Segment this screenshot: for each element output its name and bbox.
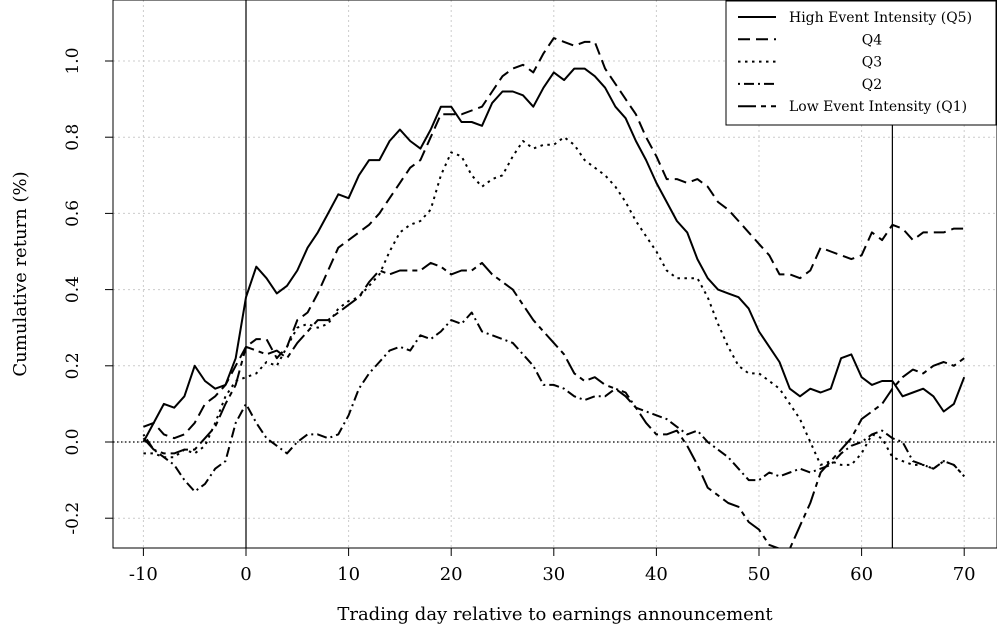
y-tick-label: -0.2 <box>63 502 83 535</box>
x-axis: -10 0 10 20 30 40 50 60 70 <box>129 547 976 585</box>
y-axis: -0.2 0.0 0.2 0.4 0.6 0.8 1.0 <box>63 47 114 535</box>
x-tick-label: 0 <box>240 564 251 585</box>
x-tick-label: 70 <box>953 564 976 585</box>
series-line-dashed <box>143 37 965 440</box>
y-tick-label: 0.8 <box>63 124 83 151</box>
x-tick-label: 30 <box>542 564 565 585</box>
x-tick-label: 40 <box>645 564 668 585</box>
x-tick-label: 60 <box>850 564 873 585</box>
series-group <box>142 37 966 548</box>
legend-label: Q2 <box>862 77 882 93</box>
series-line-longdash <box>142 261 965 548</box>
y-tick-label: 0.4 <box>63 276 83 303</box>
y-tick-label: 0.0 <box>63 428 83 455</box>
legend-label: High Event Intensity (Q5) <box>789 10 972 26</box>
y-axis-label: Cumulative return (%) <box>10 171 31 376</box>
series-line-solid <box>142 67 966 443</box>
legend-label: Q3 <box>862 55 882 71</box>
x-tick-label: -10 <box>129 564 158 585</box>
x-tick-label: 50 <box>748 564 771 585</box>
legend-label: Low Event Intensity (Q1) <box>789 99 967 115</box>
legend-box <box>725 0 997 126</box>
series-line-dotted <box>143 136 965 477</box>
x-tick-label: 20 <box>440 564 463 585</box>
y-tick-label: 1.0 <box>63 47 83 74</box>
legend-label: Q4 <box>862 32 882 48</box>
legend: High Event Intensity (Q5) Q4 Q3 Q2 Low Event… <box>725 0 997 126</box>
x-axis-label: Trading day relative to earnings announc… <box>337 604 773 625</box>
y-tick-label: 0.2 <box>63 352 83 379</box>
x-tick-label: 10 <box>337 564 360 585</box>
y-tick-label: 0.6 <box>63 200 83 227</box>
